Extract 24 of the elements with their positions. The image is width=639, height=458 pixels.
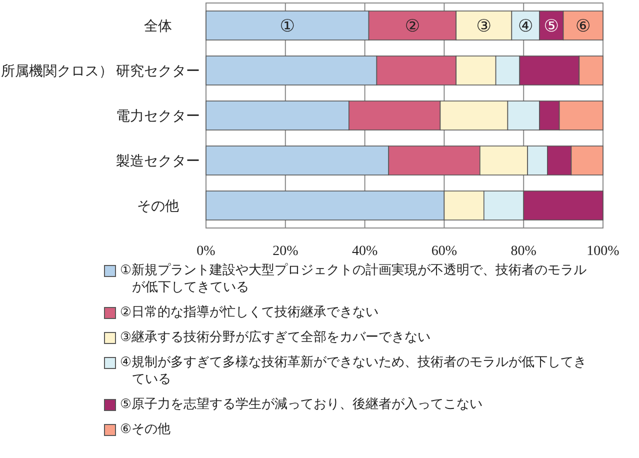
legend-label: ③継承する技術分野が広すぎて全部をカバーできない <box>120 329 432 346</box>
legend-label: ②日常的な指導が忙しくて技術継承できない <box>120 304 380 321</box>
y-tick-label: 全体 <box>144 18 172 34</box>
x-tick-label: 0% <box>196 244 216 259</box>
x-tick-label: 20% <box>272 244 299 259</box>
legend-label: ①新規プラント建設や大型プロジェクトの計画実現が不透明で、技術者のモラルが低下してきている <box>120 262 588 296</box>
data-label: ⑥ <box>576 16 591 36</box>
legend-label: ⑤原子力を志望する学生が減っており、後継者が入ってこない <box>120 396 484 413</box>
legend-label: ⑥その他 <box>120 421 172 438</box>
data-label: ⑤ <box>544 16 560 36</box>
y-tick-label: 研究セクター <box>116 64 200 80</box>
data-label: ① <box>280 16 296 36</box>
x-tick-label: 100% <box>586 244 620 259</box>
y-tick-label: 電力セクター <box>116 108 200 124</box>
x-tick-label: 40% <box>352 244 378 259</box>
data-label: ④ <box>518 16 534 36</box>
y-tick-label: その他 <box>137 198 179 214</box>
x-tick-label: 60% <box>431 244 458 259</box>
legend-label: ④規制が多すぎて多様な技術革新ができないため、技術者のモラルが低下してきている <box>120 354 588 388</box>
data-label: ② <box>404 16 420 36</box>
x-tick-label: 80% <box>510 244 537 259</box>
y-axis-title: 所属機関クロス） <box>1 64 113 80</box>
data-label: ③ <box>476 16 492 36</box>
y-tick-label: 製造セクター <box>116 154 200 170</box>
